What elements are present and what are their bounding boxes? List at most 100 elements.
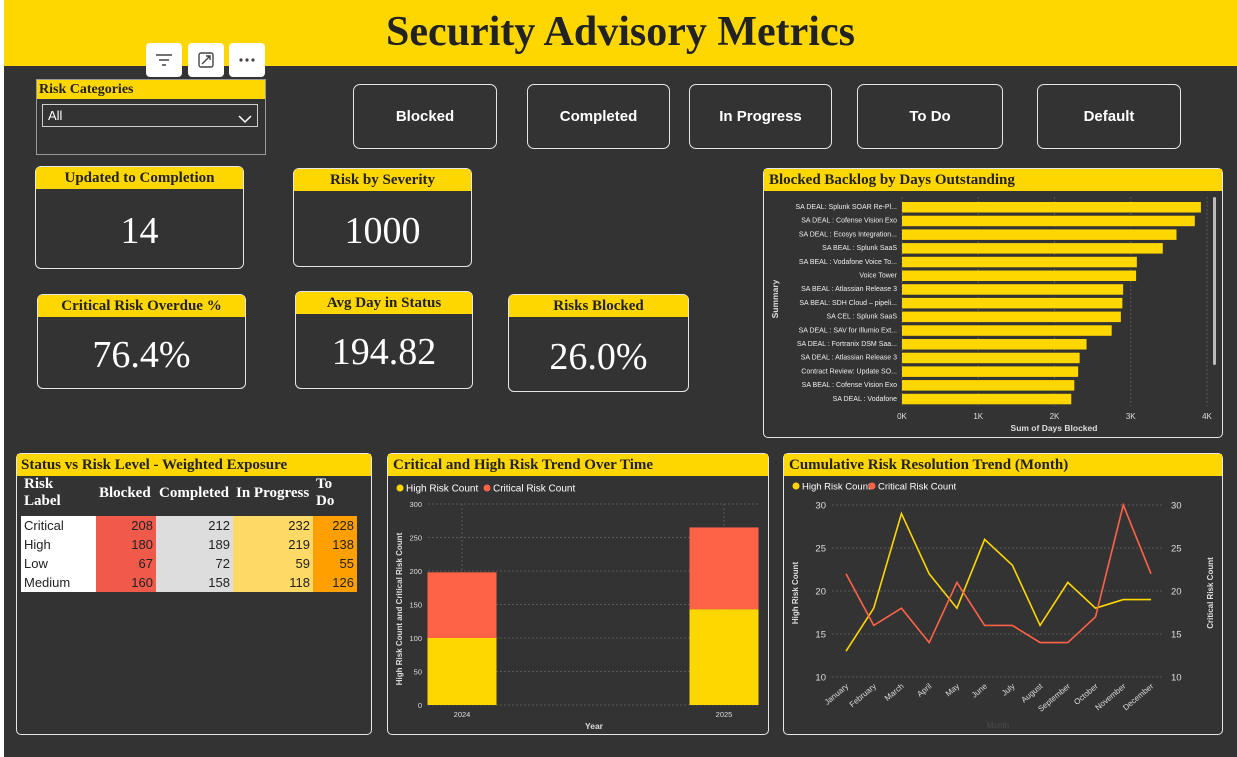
x-tick-label: 2025 [716,710,733,719]
y-tick-label: 150 [409,601,422,610]
y-category-label: SA DEAL : Atlassian Release 3 [801,355,897,362]
blocked-cell: 67 [96,554,156,573]
card-value: 26.0% [549,336,648,378]
completed-cell: 72 [156,554,233,573]
x-tick-label: May [944,682,961,699]
visual-title: Critical and High Risk Trend Over Time [388,454,768,476]
in-progress-cell: 59 [233,554,313,573]
to-do-cell: 228 [313,516,357,535]
y-tick-label: 100 [409,634,422,643]
completed-button[interactable]: Completed [527,84,670,149]
y-tick-label: 0 [418,701,422,710]
x-tick-label: 2K [1050,412,1060,421]
x-axis-title: Year [585,721,604,731]
card-value: 14 [120,210,159,252]
risk-label-cell: Low [21,554,96,573]
column-header[interactable]: In Progress [236,484,310,501]
bar [902,311,1121,323]
risk-categories-dropdown[interactable]: All [42,104,258,127]
avg-day-in-status-card: Avg Day in Status 194.82 [295,291,473,389]
legend-label: High Risk Count [406,484,478,495]
y-axis-title: High Risk Count and Critical Risk Count [395,532,404,685]
x-axis-title: Month [987,721,1009,730]
column-header[interactable]: Blocked [99,484,151,501]
y-tick-label: 50 [414,668,422,677]
legend-marker [792,482,800,490]
page-title: Security Advisory Metrics [386,9,855,55]
more-options-icon[interactable] [229,43,265,77]
backlog-bar-chart: 0K 1K 2K 3K 4K SA DEAL: Splunk SOAR Re-Pl... S… [770,197,1216,433]
visual-title: Status vs Risk Level - Weighted Exposure [17,454,371,476]
y-category-label: Voice Tower [859,273,897,280]
table-row: Medium 160 158 118 126 [21,573,357,592]
column-header[interactable]: Risk Label [24,476,61,509]
blocked-button[interactable]: Blocked [353,84,497,149]
risk-by-severity-card: Risk by Severity 1000 [293,168,472,267]
risk-label-cell: High [21,535,96,554]
y-category-label: SA DEAL : Fortranix DSM Saa... [797,341,897,348]
y-tick-label: 15 [815,630,826,641]
x-tick-label: 1K [973,412,983,421]
x-tick-label: June [970,681,989,699]
y-tick-label: 200 [409,567,422,576]
bar [902,380,1075,391]
critical-risk-overdue-card: Critical Risk Overdue % 76.4% [37,294,246,389]
risk-label-cell: Medium [21,573,96,592]
report-canvas: Security Advisory Metrics Risk Categorie… [4,0,1237,757]
y-tick-label: 20 [815,587,826,598]
y-tick-label: 300 [409,500,422,509]
table-row: Critical 208 212 232 228 [21,516,357,535]
y-tick-label: 10 [815,673,826,684]
blocked-cell: 208 [96,516,156,535]
y-axis-title: High Risk Count [791,562,800,625]
focus-mode-icon[interactable] [188,43,224,77]
legend-marker [868,482,876,490]
in-progress-cell: 219 [233,535,313,554]
in-progress-cell: 118 [233,573,313,592]
visual-title: Blocked Backlog by Days Outstanding [764,169,1222,191]
to-do-button[interactable]: To Do [857,84,1003,149]
column-header[interactable]: To Do [316,476,335,509]
y-category-label: SA BEAL : Vodafone Voice To... [799,259,897,266]
bar [902,229,1177,240]
bar [902,202,1201,213]
column-header[interactable]: Completed [159,484,229,501]
blocked-cell: 160 [96,573,156,592]
y2-tick-label: 30 [1171,501,1182,512]
card-label: Risks Blocked [509,295,688,317]
critical-risk-line [845,502,1152,645]
card-value: 1000 [344,210,421,252]
bar [902,256,1137,268]
x-tick-label: April [915,682,933,699]
updated-to-completion-card: Updated to Completion 14 [35,166,244,269]
bar [902,393,1072,405]
y-category-label: SA BEAL : Cofense Vision Exo [802,382,897,389]
card-value: 76.4% [92,334,191,376]
y-category-label: Contract Review: Update SO... [801,368,897,375]
bar [902,366,1079,377]
bar [902,352,1080,364]
default-button[interactable]: Default [1037,84,1181,149]
bar-high-risk [427,638,497,705]
to-do-cell: 138 [313,535,357,554]
legend-label: Critical Risk Count [878,482,956,493]
bar [902,270,1137,281]
legend-marker [483,484,491,492]
bar [902,243,1163,254]
in-progress-button[interactable]: In Progress [689,84,832,149]
y2-axis-title: Critical Risk Count [1206,557,1215,629]
in-progress-cell: 232 [233,516,313,535]
x-tick-label: 0K [897,412,907,421]
y-tick-label: 30 [815,501,826,512]
bar-critical-risk [427,572,497,638]
x-tick-label: July [1000,682,1017,698]
y-category-label: SA BEAL : Splunk SaaS [822,245,897,252]
card-value: 194.82 [331,331,437,373]
filter-icon[interactable] [146,43,182,77]
y-tick-label: 250 [409,534,422,543]
bar [902,284,1124,295]
y2-tick-label: 15 [1171,630,1182,641]
legend-label: Critical Risk Count [493,484,575,495]
slicer-label: Risk Categories [37,80,265,99]
x-tick-label: December [1121,681,1155,712]
